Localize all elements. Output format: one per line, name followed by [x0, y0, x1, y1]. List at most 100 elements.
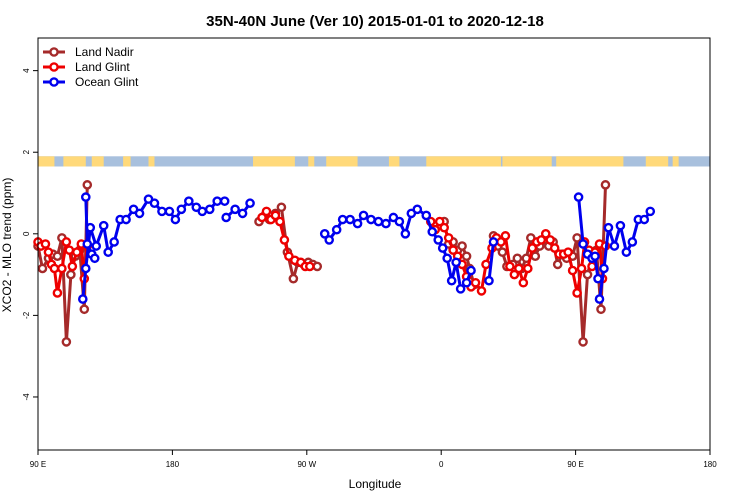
x-tick-label: 0	[439, 460, 444, 469]
land-segment	[91, 156, 104, 167]
land-segment	[308, 156, 315, 167]
ocean-glint-point	[421, 210, 432, 221]
land-glint-point	[61, 237, 72, 247]
y-axis-label: XCO2 - MLO trend (ppm)	[0, 178, 14, 313]
land-glint-point	[270, 210, 281, 221]
land-glint-point	[481, 259, 491, 270]
land-glint-point	[72, 247, 82, 257]
y-tick-label: -4	[22, 393, 31, 401]
land-glint-point	[43, 247, 54, 257]
land-nadir-point	[596, 304, 606, 315]
land-segment	[426, 156, 501, 167]
land-glint-point	[536, 235, 547, 245]
ocean-glint-point	[331, 224, 342, 235]
land-glint-point	[279, 235, 290, 245]
ocean-glint-point	[91, 241, 102, 251]
ocean-glint-point	[400, 229, 411, 239]
land-glint-point	[567, 265, 578, 276]
land-glint-point	[64, 245, 75, 255]
ocean-glint-point	[594, 294, 605, 304]
land-glint-point	[523, 263, 533, 274]
land-glint-point	[505, 261, 515, 272]
chart-title: 35N-40N June (Ver 10) 2015-01-01 to 2020…	[206, 13, 544, 30]
land-glint-point	[576, 263, 587, 274]
y-tick-label: 2	[22, 149, 31, 154]
ocean-glint-point	[324, 235, 335, 245]
ocean-glint-point	[599, 263, 609, 274]
ocean-glint-point	[82, 239, 93, 249]
land-glint-point	[57, 263, 67, 274]
land-glint-point	[500, 231, 511, 241]
land-segment	[38, 156, 55, 167]
plot-frame	[37, 37, 711, 451]
ocean-glint-point	[319, 229, 330, 239]
land-segment	[645, 156, 669, 167]
land-nadir-point	[497, 247, 508, 257]
land-nadir-point	[552, 259, 563, 270]
land-glint-point	[434, 216, 445, 227]
land-glint-point	[545, 235, 556, 245]
land-segment	[253, 156, 295, 167]
series-layer	[33, 180, 656, 347]
x-tick-label: 90 W	[297, 460, 316, 469]
x-tick-label: 90 E	[30, 460, 46, 469]
ocean-glint-point	[164, 206, 175, 217]
land-nadir-point	[530, 251, 541, 262]
ocean-glint-point	[212, 196, 222, 206]
ocean-glint-point	[461, 277, 472, 288]
ocean-glint-point	[89, 253, 100, 264]
ocean-glint-point	[103, 247, 113, 257]
x-tick-label: 90 E	[567, 460, 583, 469]
land-nadir-point	[37, 263, 48, 274]
ocean-glint-point	[433, 235, 444, 245]
x-axis-label: Longitude	[349, 477, 402, 491]
ocean-glint-point	[488, 237, 499, 247]
ocean-glint-point	[427, 226, 438, 237]
ocean-band	[38, 156, 710, 167]
ocean-glint-point	[337, 214, 348, 225]
land-segment	[672, 156, 679, 167]
land-glint-point	[443, 233, 454, 243]
land-glint-point	[261, 206, 272, 217]
land-nadir-point	[578, 337, 588, 347]
y-tick-label: -2	[22, 311, 31, 319]
x-axis: 90 E 180 90 W 0 90 E 180	[30, 450, 717, 469]
ocean-glint-point	[484, 275, 494, 286]
ocean-glint-point	[204, 204, 215, 215]
ocean-glint-point	[645, 206, 656, 217]
ocean-glint-point	[442, 253, 452, 264]
ocean-glint-point	[446, 275, 457, 286]
land-glint-point	[275, 216, 285, 227]
land-nadir-legend-label: Land Nadir	[75, 45, 134, 59]
land-segment	[148, 156, 155, 167]
ocean-glint-point	[603, 222, 614, 233]
ocean-glint-point	[615, 220, 626, 231]
land-glint-point	[448, 245, 458, 255]
ocean-glint-point	[573, 192, 584, 202]
ocean-glint-point	[245, 198, 255, 209]
land-segment	[388, 156, 400, 167]
ocean-glint-point	[381, 218, 391, 229]
ocean-glint-point	[366, 214, 376, 225]
land-nadir-point	[276, 202, 287, 213]
ocean-glint-point	[394, 216, 405, 227]
land-glint-point	[549, 243, 560, 253]
ocean-glint-point	[109, 237, 119, 247]
land-glint-point	[40, 239, 51, 249]
land-segment	[326, 156, 358, 167]
land-segment	[63, 156, 86, 167]
land-segment	[123, 156, 131, 167]
y-tick-label: 4	[22, 68, 31, 73]
ocean-glint-point	[80, 263, 91, 274]
ocean-glint-point	[373, 216, 384, 227]
land-nadir-point	[582, 269, 593, 280]
land-glint-point	[470, 277, 481, 288]
ocean-glint-point	[609, 241, 620, 251]
ocean-glint-point	[237, 208, 248, 219]
land-glint-point	[52, 288, 63, 298]
land-glint-point	[527, 243, 538, 253]
land-nadir-point	[52, 251, 63, 262]
ocean-glint-point	[578, 239, 588, 249]
ocean-glint-point	[149, 198, 160, 209]
